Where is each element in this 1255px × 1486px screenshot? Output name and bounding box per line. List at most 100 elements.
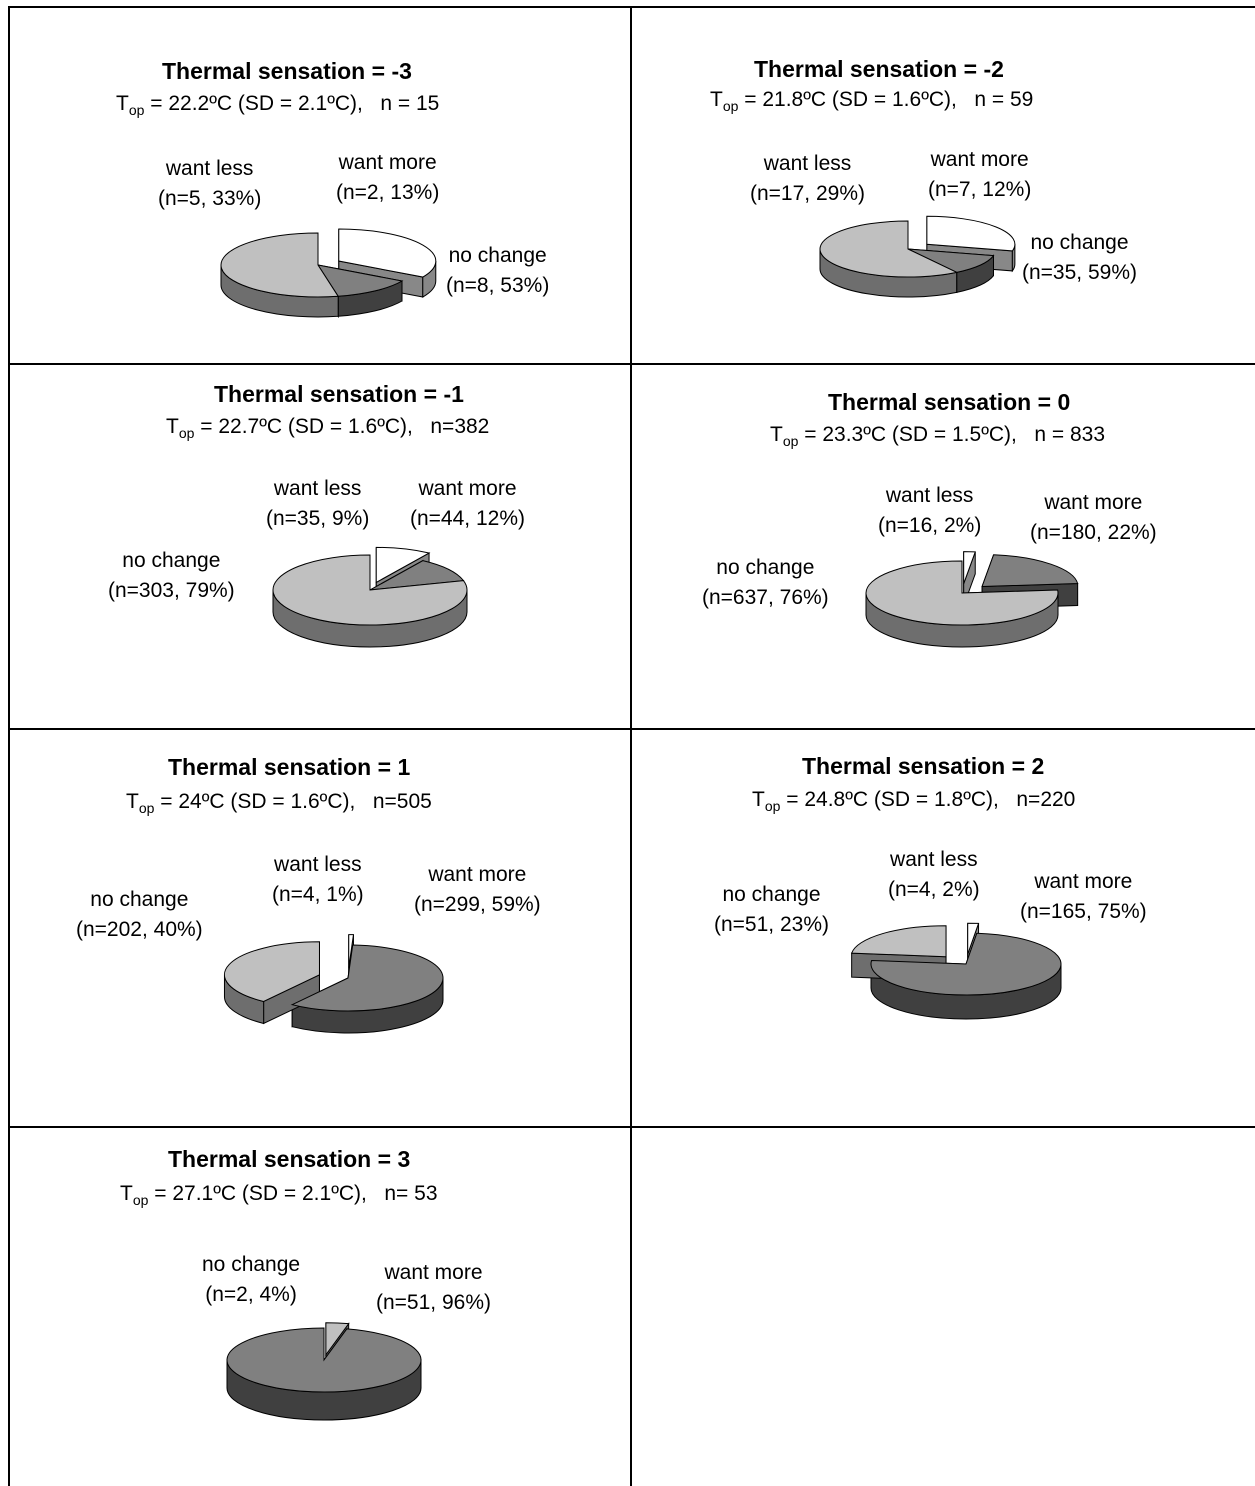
chart-panel-ts-0: Thermal sensation = 0 Top = 23.3ºC (SD =…	[632, 365, 1255, 730]
slice-label-want-less: want less (n=4, 1%)	[272, 850, 364, 910]
pie-slice-want-less	[348, 934, 355, 968]
slice-label-detail: (n=637, 76%)	[702, 586, 829, 609]
slice-label-detail: (n=299, 59%)	[414, 893, 541, 916]
slice-label-want-more: want more (n=299, 59%)	[414, 860, 541, 920]
pie-slice-want-more	[981, 554, 1079, 588]
slice-label-no-change: no change (n=51, 23%)	[714, 880, 829, 940]
slice-label-want-less: want less (n=35, 9%)	[266, 474, 369, 534]
pie-chart	[220, 228, 437, 319]
slice-label-name: want more	[1034, 870, 1133, 893]
slice-label-want-more: want more (n=165, 75%)	[1020, 867, 1147, 927]
t-op-value: 21.8ºC	[762, 88, 827, 111]
pie-slice-want-less	[375, 546, 431, 584]
sd-value: 2.1ºC	[302, 1182, 355, 1205]
pie-slice-no-change	[819, 220, 959, 278]
slice-label-want-less: want less (n=4, 2%)	[888, 845, 980, 905]
slice-label-no-change: no change (n=202, 40%)	[76, 885, 203, 945]
n-value: n= 53	[384, 1182, 438, 1205]
slice-label-no-change: no change (n=2, 4%)	[202, 1250, 300, 1310]
grid-line-left	[8, 6, 10, 1486]
n-value: n = 59	[974, 88, 1034, 111]
slice-label-want-more: want more (n=51, 96%)	[376, 1258, 491, 1318]
chart-title: Thermal sensation = 2	[802, 753, 1045, 779]
slice-label-name: no change	[716, 556, 815, 579]
chart-panel-ts-minus-2: Thermal sensation = -2 Top = 21.8ºC (SD …	[632, 6, 1255, 365]
chart-title: Thermal sensation = 1	[168, 754, 411, 780]
slice-label-no-change: no change (n=303, 79%)	[108, 546, 235, 606]
chart-title: Thermal sensation = 3	[168, 1146, 411, 1172]
slice-label-name: want less	[273, 477, 362, 500]
grid-line-middle	[630, 6, 632, 1486]
chart-subtitle: Top = 23.3ºC (SD = 1.5ºC), n = 833	[770, 423, 1106, 449]
pie-chart	[819, 215, 1016, 298]
pie-slice-want-more	[226, 1327, 422, 1393]
slice-label-name: want less	[885, 484, 974, 507]
pie-chart	[865, 551, 1079, 648]
slice-label-no-change: no change (n=637, 76%)	[702, 553, 829, 613]
slice-label-detail: (n=51, 96%)	[376, 1291, 491, 1314]
t-op-value: 22.2ºC	[168, 92, 233, 115]
slice-label-detail: (n=2, 13%)	[336, 181, 440, 204]
pie-slice-no-change	[220, 232, 340, 298]
slice-label-name: no change	[448, 244, 547, 267]
t-op-value: 27.1ºC	[172, 1182, 237, 1205]
t-op-value: 23.3ºC	[822, 423, 887, 446]
chart-subtitle: Top = 27.1ºC (SD = 2.1ºC), n= 53	[120, 1182, 438, 1208]
chart-subtitle: Top = 22.2ºC (SD = 2.1ºC), n = 15	[116, 92, 440, 118]
pie-slice-want-less	[967, 922, 980, 955]
slice-label-want-more: want more (n=2, 13%)	[336, 148, 439, 208]
pie-chart	[272, 546, 468, 648]
n-value: n=220	[1016, 788, 1076, 811]
slice-label-name: want more	[338, 151, 437, 174]
pie-chart	[223, 934, 444, 1034]
n-value: n = 15	[380, 92, 440, 115]
slice-label-detail: (n=51, 23%)	[714, 913, 829, 936]
pie-slice-want-less	[338, 228, 437, 278]
slice-label-detail: (n=16, 2%)	[878, 514, 982, 537]
t-op-value: 24.8ºC	[804, 788, 869, 811]
slice-label-name: no change	[1030, 231, 1129, 254]
sd-value: 2.1ºC	[298, 92, 351, 115]
chart-title: Thermal sensation = -1	[214, 381, 464, 407]
chart-title: Thermal sensation = -3	[162, 58, 412, 84]
slice-label-name: want less	[763, 152, 852, 175]
slice-label-name: want more	[384, 1261, 483, 1284]
slice-label-detail: (n=180, 22%)	[1030, 521, 1157, 544]
chart-title: Thermal sensation = 0	[828, 389, 1071, 415]
sd-value: 1.6ºC	[290, 790, 343, 813]
slice-label-detail: (n=303, 79%)	[108, 579, 235, 602]
pie-slice-no-change	[865, 560, 1059, 626]
pie-slice-no-change	[272, 554, 468, 626]
sd-value: 1.6ºC	[892, 88, 945, 111]
slice-label-name: want more	[428, 863, 527, 886]
pie-slice-no-change	[223, 941, 320, 1003]
chart-subtitle: Top = 24.8ºC (SD = 1.8ºC), n=220	[752, 788, 1076, 814]
slice-label-no-change: no change (n=8, 53%)	[446, 241, 549, 301]
slice-label-no-change: no change (n=35, 59%)	[1022, 228, 1137, 288]
n-value: n = 833	[1034, 423, 1106, 446]
slice-label-name: want less	[274, 853, 362, 876]
slice-label-detail: (n=2, 4%)	[205, 1283, 297, 1306]
sd-value: 1.6ºC	[348, 415, 401, 438]
slice-label-detail: (n=4, 2%)	[888, 878, 980, 901]
slice-label-name: want less	[890, 848, 978, 871]
slice-label-name: want more	[930, 148, 1029, 171]
slice-label-name: no change	[122, 549, 221, 572]
chart-subtitle: Top = 21.8ºC (SD = 1.6ºC), n = 59	[710, 88, 1034, 114]
slice-label-detail: (n=8, 53%)	[446, 274, 550, 297]
slice-label-detail: (n=4, 1%)	[272, 883, 364, 906]
sd-value: 1.5ºC	[952, 423, 1005, 446]
slice-label-detail: (n=5, 33%)	[158, 187, 262, 210]
slice-label-want-less: want less (n=5, 33%)	[158, 154, 261, 214]
chart-panel-ts-minus-1: Thermal sensation = -1 Top = 22.7ºC (SD …	[8, 365, 632, 730]
n-value: n=382	[430, 415, 490, 438]
slice-label-detail: (n=35, 9%)	[266, 507, 370, 530]
slice-label-detail: (n=17, 29%)	[750, 182, 865, 205]
chart-subtitle: Top = 24ºC (SD = 1.6ºC), n=505	[126, 790, 432, 816]
pie-slice-want-less	[926, 215, 1016, 252]
slice-label-want-more: want more (n=7, 12%)	[928, 145, 1031, 205]
slice-label-detail: (n=202, 40%)	[76, 918, 203, 941]
slice-label-name: want less	[165, 157, 254, 180]
pie-slice-no-change	[325, 1322, 350, 1357]
slice-label-name: no change	[90, 888, 189, 911]
